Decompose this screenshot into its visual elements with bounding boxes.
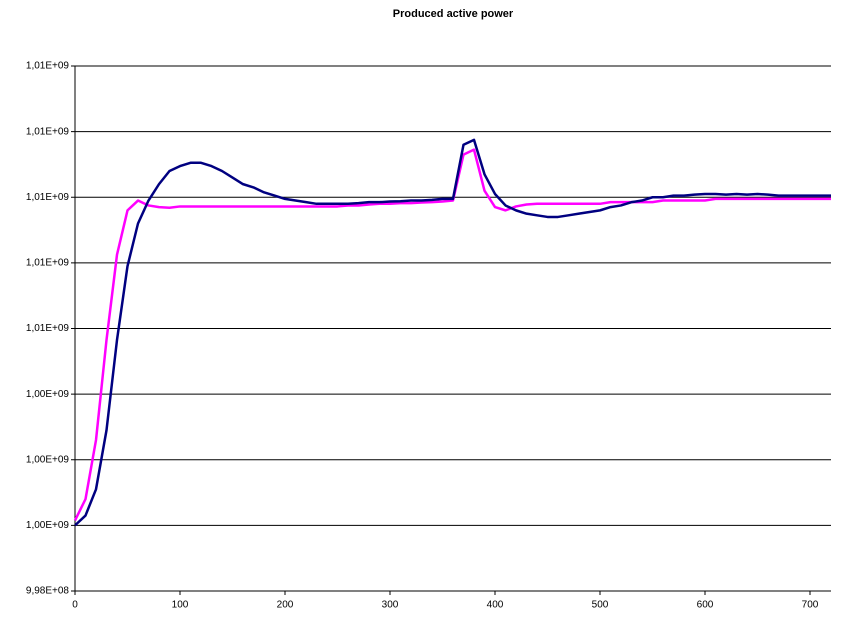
x-tick-label: 400 [487,600,504,611]
x-tick-label: 200 [277,600,294,611]
x-tick-label: 300 [382,600,399,611]
series-line [73,148,831,522]
y-tick-label: 9,98E+08 [26,586,70,597]
y-tick-label: 1,01E+09 [26,61,70,72]
y-tick-label: 1,01E+09 [26,258,70,269]
y-tick-label: 1,00E+09 [26,520,70,531]
x-tick-label: 500 [592,600,609,611]
x-tick-label: 0 [72,600,78,611]
y-tick-label: 1,01E+09 [26,192,70,203]
y-tick-label: 1,00E+09 [26,454,70,465]
y-tick-label: 1,01E+09 [26,323,70,334]
x-tick-label: 700 [802,600,819,611]
y-tick-label: 1,00E+09 [26,389,70,400]
series-line [74,138,831,527]
x-tick-label: 600 [697,600,714,611]
chart-title: Produced active power [393,8,514,20]
x-tick-label: 100 [172,600,189,611]
y-tick-label: 1,01E+09 [26,126,70,137]
